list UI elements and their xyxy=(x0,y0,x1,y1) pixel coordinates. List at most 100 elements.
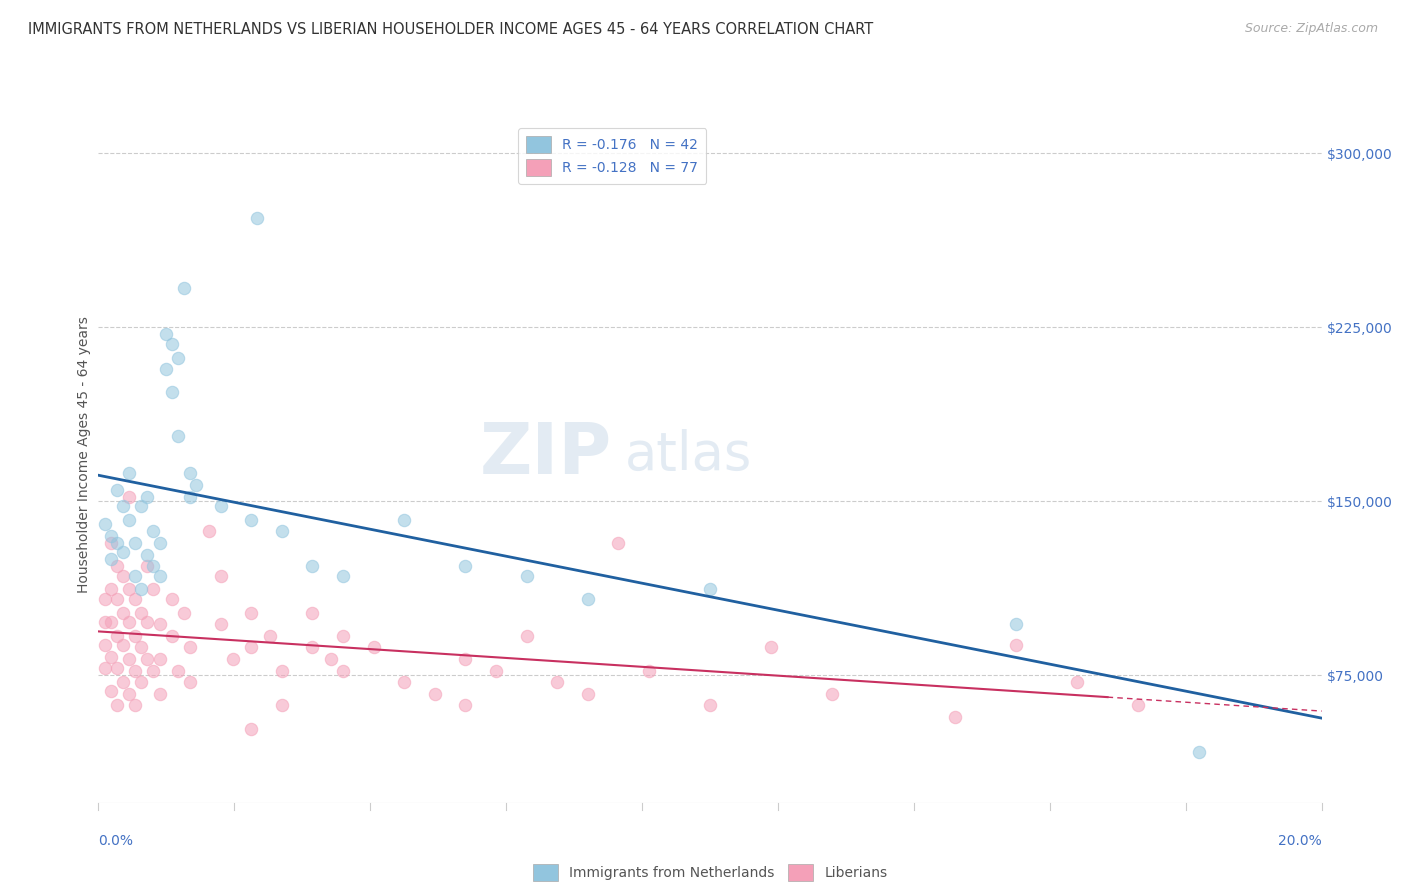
Point xyxy=(142,559,165,574)
Text: atlas: atlas xyxy=(624,429,752,481)
Point xyxy=(129,606,152,620)
Point xyxy=(546,675,568,690)
Point xyxy=(1066,675,1088,690)
Point xyxy=(160,591,183,606)
Point xyxy=(118,615,141,629)
Point xyxy=(93,517,115,532)
Text: ZIP: ZIP xyxy=(479,420,612,490)
Point xyxy=(222,652,245,666)
Point xyxy=(155,362,177,376)
Point xyxy=(124,536,146,550)
Point xyxy=(167,429,190,443)
Point xyxy=(332,629,354,643)
Point xyxy=(118,513,141,527)
Point xyxy=(699,582,721,597)
Point xyxy=(454,652,477,666)
Point xyxy=(179,640,201,655)
Point xyxy=(118,490,141,504)
Point xyxy=(167,351,190,365)
Point xyxy=(1004,617,1026,632)
Point xyxy=(129,582,152,597)
Point xyxy=(149,536,172,550)
Point xyxy=(93,591,115,606)
Point xyxy=(270,698,292,713)
Point xyxy=(105,536,128,550)
Point xyxy=(179,675,201,690)
Text: 0.0%: 0.0% xyxy=(98,834,134,848)
Point xyxy=(332,664,354,678)
Point xyxy=(240,513,263,527)
Point xyxy=(100,552,122,566)
Point xyxy=(576,687,599,701)
Point xyxy=(105,698,128,713)
Point xyxy=(111,638,134,652)
Point xyxy=(118,652,141,666)
Point xyxy=(301,559,323,574)
Point xyxy=(129,499,152,513)
Point xyxy=(943,710,966,724)
Point xyxy=(259,629,281,643)
Point xyxy=(363,640,385,655)
Point xyxy=(105,483,128,497)
Point xyxy=(516,568,538,582)
Point xyxy=(209,499,232,513)
Point xyxy=(759,640,782,655)
Y-axis label: Householder Income Ages 45 - 64 years: Householder Income Ages 45 - 64 years xyxy=(77,317,91,593)
Point xyxy=(105,591,128,606)
Point xyxy=(93,615,115,629)
Point xyxy=(240,640,263,655)
Point xyxy=(136,615,159,629)
Point xyxy=(637,664,661,678)
Point xyxy=(1004,638,1026,652)
Point xyxy=(576,591,599,606)
Point xyxy=(301,640,323,655)
Point xyxy=(149,687,172,701)
Point xyxy=(93,661,115,675)
Point xyxy=(142,664,165,678)
Point xyxy=(124,568,146,582)
Point xyxy=(142,524,165,539)
Point xyxy=(149,617,172,632)
Point xyxy=(319,652,342,666)
Point xyxy=(454,698,477,713)
Point xyxy=(197,524,219,539)
Point xyxy=(100,529,122,543)
Point xyxy=(124,629,146,643)
Point xyxy=(149,652,172,666)
Point xyxy=(209,568,232,582)
Point xyxy=(1188,745,1211,759)
Point xyxy=(209,617,232,632)
Point xyxy=(142,582,165,597)
Point xyxy=(129,675,152,690)
Legend: Immigrants from Netherlands, Liberians: Immigrants from Netherlands, Liberians xyxy=(527,858,893,887)
Point xyxy=(100,615,122,629)
Point xyxy=(100,536,122,550)
Point xyxy=(136,548,159,562)
Text: Source: ZipAtlas.com: Source: ZipAtlas.com xyxy=(1244,22,1378,36)
Point xyxy=(160,385,183,400)
Point xyxy=(167,664,190,678)
Point xyxy=(607,536,630,550)
Point xyxy=(100,582,122,597)
Point xyxy=(423,687,446,701)
Point xyxy=(111,568,134,582)
Point xyxy=(270,524,292,539)
Point xyxy=(118,687,141,701)
Point xyxy=(100,684,122,698)
Point xyxy=(111,499,134,513)
Point xyxy=(118,467,141,481)
Point xyxy=(124,591,146,606)
Text: IMMIGRANTS FROM NETHERLANDS VS LIBERIAN HOUSEHOLDER INCOME AGES 45 - 64 YEARS CO: IMMIGRANTS FROM NETHERLANDS VS LIBERIAN … xyxy=(28,22,873,37)
Point xyxy=(149,568,172,582)
Point xyxy=(485,664,508,678)
Point xyxy=(392,675,416,690)
Point xyxy=(136,652,159,666)
Point xyxy=(301,606,323,620)
Point xyxy=(173,281,195,295)
Point xyxy=(155,327,177,342)
Point xyxy=(454,559,477,574)
Point xyxy=(105,661,128,675)
Point xyxy=(124,698,146,713)
Point xyxy=(270,664,292,678)
Point xyxy=(129,640,152,655)
